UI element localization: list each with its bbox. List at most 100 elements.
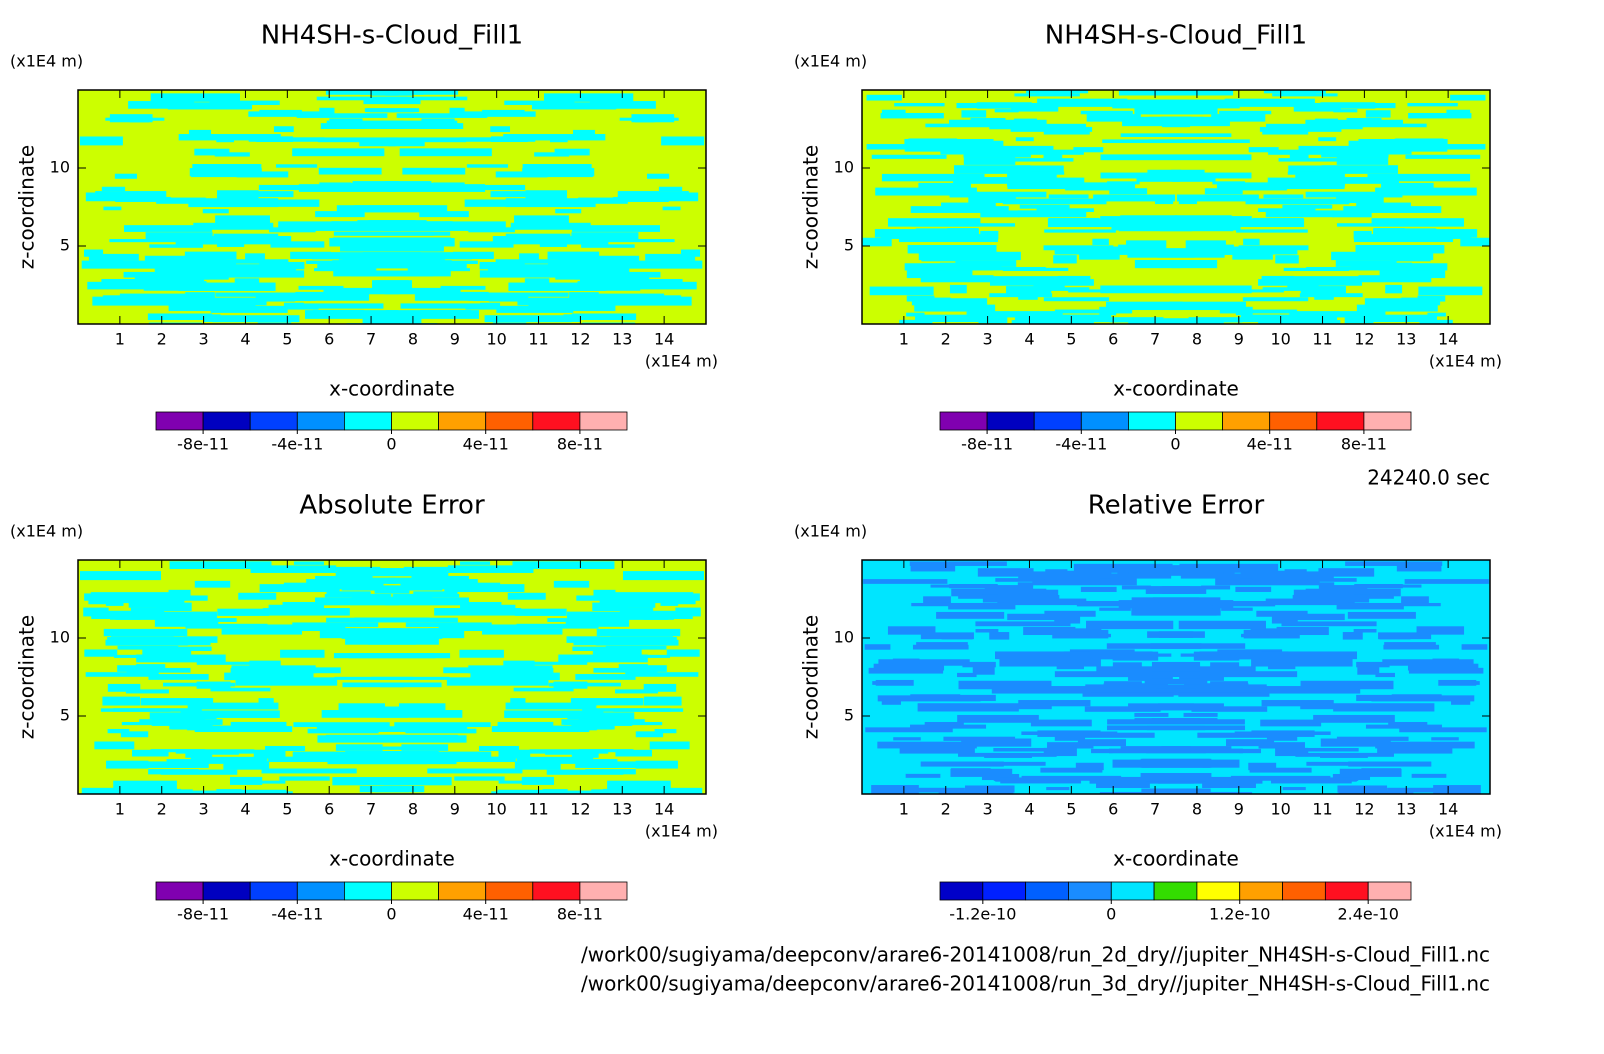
field-patch bbox=[914, 304, 996, 312]
colorbar-box bbox=[343, 881, 392, 901]
field-patch bbox=[576, 271, 661, 278]
field-patch bbox=[1100, 172, 1181, 179]
field-patch bbox=[466, 164, 509, 168]
field-patch bbox=[877, 741, 977, 749]
field bbox=[78, 560, 706, 794]
field-patch bbox=[83, 249, 104, 257]
field-patch bbox=[645, 253, 696, 261]
field-patch bbox=[166, 759, 196, 769]
field-patch bbox=[906, 270, 973, 279]
field-patch bbox=[1454, 681, 1480, 685]
field-patch bbox=[1235, 586, 1272, 592]
field-patch bbox=[212, 315, 300, 323]
field-patch bbox=[920, 761, 1004, 767]
field-patch bbox=[1320, 102, 1376, 109]
field-patch bbox=[1344, 317, 1374, 324]
field-patch bbox=[1382, 659, 1474, 666]
y-unit: (x1E4 m) bbox=[794, 522, 867, 541]
field-patch bbox=[864, 644, 891, 650]
field-patch bbox=[1251, 658, 1353, 667]
chart-title: Absolute Error bbox=[299, 491, 485, 521]
colorbar-tick-label: 4e-11 bbox=[463, 905, 509, 924]
field-patch bbox=[524, 278, 550, 287]
field-patch bbox=[1342, 684, 1385, 690]
field-patch bbox=[980, 210, 1020, 218]
field-patch bbox=[892, 658, 920, 667]
field-patch bbox=[1210, 681, 1248, 689]
field-patch bbox=[81, 787, 126, 794]
field-patch bbox=[536, 725, 597, 731]
field-patch bbox=[1201, 585, 1231, 590]
field-patch bbox=[196, 264, 297, 271]
field-patch bbox=[300, 226, 401, 231]
field-patch bbox=[269, 611, 286, 616]
y-unit: (x1E4 m) bbox=[10, 522, 83, 541]
field-patch bbox=[1419, 319, 1453, 324]
field-patch bbox=[154, 267, 198, 275]
colorbar-box bbox=[1025, 881, 1069, 901]
field-patch bbox=[619, 607, 654, 613]
field-patch bbox=[1073, 563, 1173, 573]
field-patch bbox=[1348, 602, 1441, 607]
field-patch bbox=[109, 239, 208, 243]
field-patch bbox=[1161, 746, 1232, 752]
field-patch bbox=[160, 769, 238, 775]
field-patch bbox=[402, 167, 466, 175]
field-patch bbox=[1112, 759, 1150, 768]
field-patch bbox=[490, 126, 511, 133]
colorbar-tick-label: 0 bbox=[386, 905, 396, 924]
field-patch bbox=[948, 603, 1016, 610]
field-patch bbox=[1209, 197, 1234, 201]
field-patch bbox=[578, 197, 628, 204]
field-patch bbox=[1032, 572, 1101, 580]
field-patch bbox=[928, 263, 1002, 270]
field-patch bbox=[401, 744, 449, 751]
field-patch bbox=[1193, 602, 1267, 606]
field-patch bbox=[1321, 151, 1389, 158]
field-patch bbox=[380, 120, 458, 129]
field-patch bbox=[516, 661, 588, 665]
field-patch bbox=[1295, 173, 1345, 181]
field-patch bbox=[1336, 157, 1389, 165]
field-patch bbox=[1134, 260, 1181, 269]
field-patch bbox=[142, 647, 192, 656]
x-tick-label: 13 bbox=[612, 330, 632, 349]
field-patch bbox=[1033, 280, 1065, 289]
field-patch bbox=[607, 780, 671, 790]
x-tick-label: 10 bbox=[486, 330, 506, 349]
field-patch bbox=[209, 100, 280, 105]
field-patch bbox=[1044, 229, 1116, 233]
field-patch bbox=[445, 221, 506, 229]
field-patch bbox=[1260, 183, 1345, 190]
field-patch bbox=[574, 271, 607, 280]
field-patch bbox=[128, 101, 195, 109]
colorbar-box bbox=[438, 411, 487, 431]
field-patch bbox=[644, 696, 682, 706]
field-patch bbox=[1151, 718, 1218, 724]
field-patch bbox=[1390, 256, 1431, 262]
field-patch bbox=[460, 604, 516, 612]
field-patch bbox=[1204, 188, 1243, 195]
field-patch bbox=[342, 682, 404, 688]
field-patch bbox=[972, 666, 995, 675]
field-patch bbox=[102, 295, 129, 301]
field-patch bbox=[593, 667, 658, 673]
y-unit: (x1E4 m) bbox=[794, 52, 867, 71]
field-patch bbox=[1362, 314, 1437, 323]
field-patch bbox=[871, 785, 919, 794]
field-patch bbox=[1263, 90, 1326, 94]
x-unit: (x1E4 m) bbox=[645, 352, 718, 371]
field-patch bbox=[440, 285, 486, 290]
field-patch bbox=[1030, 719, 1092, 727]
field-patch bbox=[503, 660, 535, 670]
field-patch bbox=[1161, 121, 1188, 128]
x-tick-label: 13 bbox=[1396, 800, 1416, 819]
field-patch bbox=[130, 607, 165, 613]
field-patch bbox=[977, 568, 1034, 577]
field-patch bbox=[333, 653, 436, 659]
field-patch bbox=[898, 234, 998, 243]
y-tick-label: 10 bbox=[50, 158, 70, 177]
field-patch bbox=[466, 602, 502, 606]
field-patch bbox=[400, 582, 501, 590]
field-patch bbox=[411, 575, 469, 585]
